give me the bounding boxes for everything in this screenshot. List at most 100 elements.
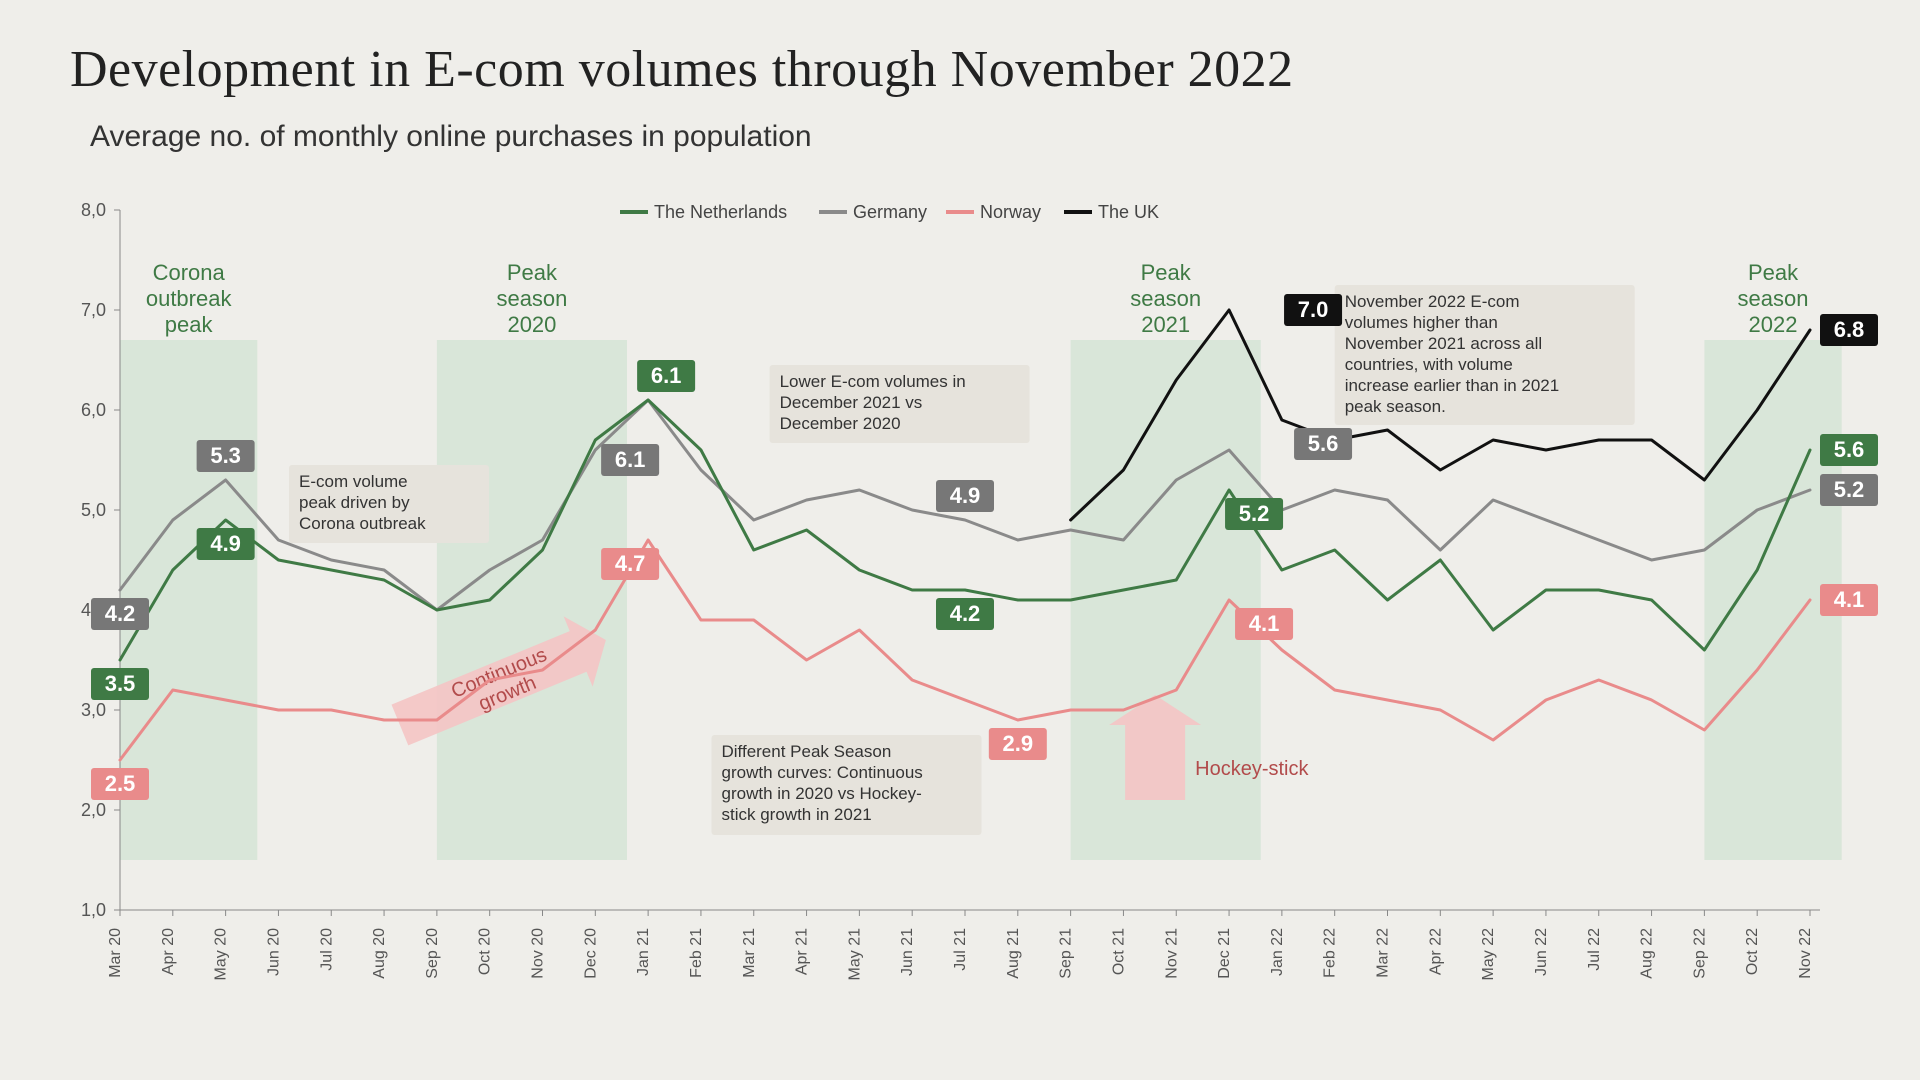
svg-text:5.6: 5.6	[1308, 431, 1339, 456]
legend-label: Germany	[853, 202, 927, 222]
period-band	[437, 340, 627, 860]
svg-text:2.9: 2.9	[1003, 731, 1034, 756]
x-tick-label: May 22	[1480, 928, 1497, 981]
value-badge: 5.6	[1820, 434, 1878, 466]
x-tick-label: Dec 20	[582, 928, 599, 979]
value-badge: 2.5	[91, 768, 149, 800]
x-tick-label: Feb 21	[688, 928, 705, 978]
x-tick-label: Jul 21	[952, 928, 969, 971]
y-tick-label: 7,0	[81, 300, 106, 320]
annotation-text: December 2020	[780, 414, 901, 433]
svg-text:4.2: 4.2	[950, 601, 981, 626]
x-tick-label: Mar 22	[1375, 928, 1392, 978]
value-badge: 2.9	[989, 728, 1047, 760]
value-badge: 4.2	[936, 598, 994, 630]
annotation-text: peak season.	[1345, 397, 1446, 416]
x-tick-label: May 21	[846, 928, 863, 981]
x-tick-label: Apr 21	[794, 928, 811, 975]
x-tick-label: Oct 21	[1110, 928, 1127, 975]
band-label: 2021	[1141, 312, 1190, 337]
svg-text:6.1: 6.1	[615, 447, 646, 472]
x-tick-label: Sep 21	[1058, 928, 1075, 979]
svg-text:4.1: 4.1	[1249, 611, 1280, 636]
series-norway	[120, 540, 1810, 760]
page-subtitle: Average no. of monthly online purchases …	[90, 120, 812, 154]
x-tick-label: Jun 21	[899, 928, 916, 976]
value-badge: 4.2	[91, 598, 149, 630]
band-label: outbreak	[146, 286, 233, 311]
legend-label: The Netherlands	[654, 202, 787, 222]
annotation-text: December 2021 vs	[780, 393, 923, 412]
svg-text:4.2: 4.2	[105, 601, 136, 626]
svg-text:6.1: 6.1	[651, 363, 682, 388]
annotation-text: growth curves: Continuous	[722, 763, 923, 782]
annotation-text: Corona outbreak	[299, 514, 426, 533]
ecom-volume-chart: CoronaoutbreakpeakPeakseason2020Peakseas…	[60, 200, 1880, 1010]
svg-text:2.5: 2.5	[105, 771, 136, 796]
y-tick-label: 3,0	[81, 700, 106, 720]
y-tick-label: 6,0	[81, 400, 106, 420]
value-badge: 6.1	[601, 444, 659, 476]
value-badge: 5.2	[1820, 474, 1878, 506]
svg-text:5.2: 5.2	[1834, 477, 1865, 502]
y-tick-label: 2,0	[81, 800, 106, 820]
x-tick-label: Mar 21	[741, 928, 758, 978]
x-tick-label: Nov 22	[1797, 928, 1814, 979]
band-label: Peak	[507, 260, 558, 285]
x-tick-label: Nov 20	[530, 928, 547, 979]
value-badge: 4.9	[936, 480, 994, 512]
value-badge: 6.1	[637, 360, 695, 392]
value-badge: 4.1	[1235, 608, 1293, 640]
x-tick-label: Feb 22	[1322, 928, 1339, 978]
annotation-text: Lower E-com volumes in	[780, 372, 966, 391]
annotation-text: growth in 2020 vs Hockey-	[722, 784, 922, 803]
annotation-text: Different Peak Season	[722, 742, 892, 761]
band-label: season	[1130, 286, 1201, 311]
legend-label: Norway	[980, 202, 1041, 222]
band-label: Corona	[153, 260, 226, 285]
x-tick-label: Apr 22	[1427, 928, 1444, 975]
x-tick-label: Sep 22	[1691, 928, 1708, 979]
x-tick-label: Nov 21	[1163, 928, 1180, 979]
x-tick-label: Jun 22	[1533, 928, 1550, 976]
x-tick-label: Apr 20	[160, 928, 177, 975]
x-tick-label: Sep 20	[424, 928, 441, 979]
svg-text:5.3: 5.3	[210, 443, 241, 468]
x-tick-label: Aug 21	[1005, 928, 1022, 979]
legend-label: The UK	[1098, 202, 1159, 222]
annotation-text: November 2021 across all	[1345, 334, 1542, 353]
value-badge: 5.3	[197, 440, 255, 472]
value-badge: 7.0	[1284, 294, 1342, 326]
x-tick-label: Jun 20	[265, 928, 282, 976]
x-tick-label: Jul 22	[1586, 928, 1603, 971]
annotation-text: peak driven by	[299, 493, 410, 512]
growth-label: Hockey-stick	[1195, 758, 1309, 780]
y-tick-label: 8,0	[81, 200, 106, 220]
y-tick-label: 5,0	[81, 500, 106, 520]
page-title: Development in E-com volumes through Nov…	[70, 40, 1294, 99]
value-badge: 4.9	[197, 528, 255, 560]
value-badge: 4.7	[601, 548, 659, 580]
value-badge: 4.1	[1820, 584, 1878, 616]
svg-text:5.6: 5.6	[1834, 437, 1865, 462]
band-label: peak	[165, 312, 214, 337]
y-tick-label: 1,0	[81, 900, 106, 920]
x-tick-label: Jan 21	[635, 928, 652, 976]
annotation-text: increase earlier than in 2021	[1345, 376, 1560, 395]
annotation-text: volumes higher than	[1345, 313, 1498, 332]
x-tick-label: Aug 22	[1639, 928, 1656, 979]
x-tick-label: Dec 21	[1216, 928, 1233, 979]
x-tick-label: Jul 20	[318, 928, 335, 971]
x-tick-label: Aug 20	[371, 928, 388, 979]
svg-text:6.8: 6.8	[1834, 317, 1865, 342]
band-label: Peak	[1141, 260, 1192, 285]
value-badge: 5.2	[1225, 498, 1283, 530]
x-tick-label: Jan 22	[1269, 928, 1286, 976]
band-label: season	[1738, 286, 1809, 311]
annotation-text: E-com volume	[299, 472, 408, 491]
svg-text:4.9: 4.9	[210, 531, 241, 556]
x-tick-label: Oct 20	[477, 928, 494, 975]
svg-text:7.0: 7.0	[1298, 297, 1329, 322]
svg-text:5.2: 5.2	[1239, 501, 1270, 526]
annotation-text: November 2022 E-com	[1345, 292, 1520, 311]
